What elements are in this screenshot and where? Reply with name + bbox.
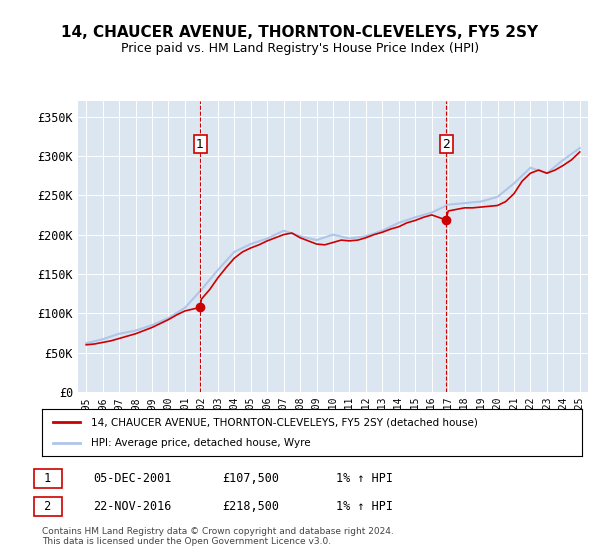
- Text: £107,500: £107,500: [222, 472, 279, 486]
- Text: 1: 1: [37, 472, 59, 486]
- Text: 1: 1: [196, 138, 204, 151]
- Text: 1% ↑ HPI: 1% ↑ HPI: [336, 500, 393, 514]
- Text: 14, CHAUCER AVENUE, THORNTON-CLEVELEYS, FY5 2SY (detached house): 14, CHAUCER AVENUE, THORNTON-CLEVELEYS, …: [91, 417, 478, 427]
- Text: Price paid vs. HM Land Registry's House Price Index (HPI): Price paid vs. HM Land Registry's House …: [121, 42, 479, 55]
- Text: 22-NOV-2016: 22-NOV-2016: [93, 500, 172, 514]
- Text: Contains HM Land Registry data © Crown copyright and database right 2024.
This d: Contains HM Land Registry data © Crown c…: [42, 526, 394, 546]
- Text: HPI: Average price, detached house, Wyre: HPI: Average price, detached house, Wyre: [91, 438, 310, 448]
- Text: 2: 2: [442, 138, 450, 151]
- Text: £218,500: £218,500: [222, 500, 279, 514]
- Text: 1% ↑ HPI: 1% ↑ HPI: [336, 472, 393, 486]
- Text: 2: 2: [37, 500, 59, 514]
- Text: 05-DEC-2001: 05-DEC-2001: [93, 472, 172, 486]
- Text: 14, CHAUCER AVENUE, THORNTON-CLEVELEYS, FY5 2SY: 14, CHAUCER AVENUE, THORNTON-CLEVELEYS, …: [61, 25, 539, 40]
